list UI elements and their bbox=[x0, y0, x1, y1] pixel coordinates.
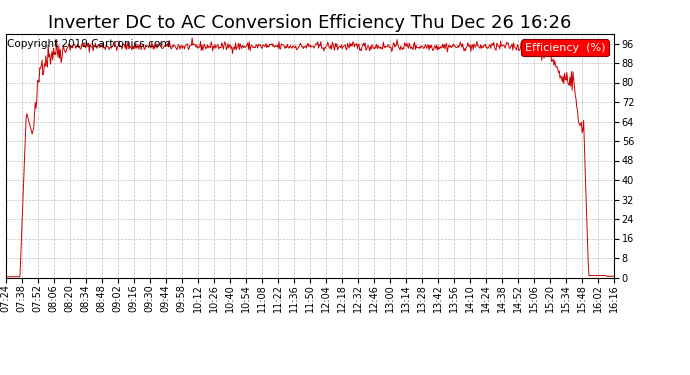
Title: Inverter DC to AC Conversion Efficiency Thu Dec 26 16:26: Inverter DC to AC Conversion Efficiency … bbox=[48, 14, 571, 32]
Text: Copyright 2019 Cartronics.com: Copyright 2019 Cartronics.com bbox=[7, 39, 170, 49]
Legend: Efficiency  (%): Efficiency (%) bbox=[522, 39, 609, 56]
